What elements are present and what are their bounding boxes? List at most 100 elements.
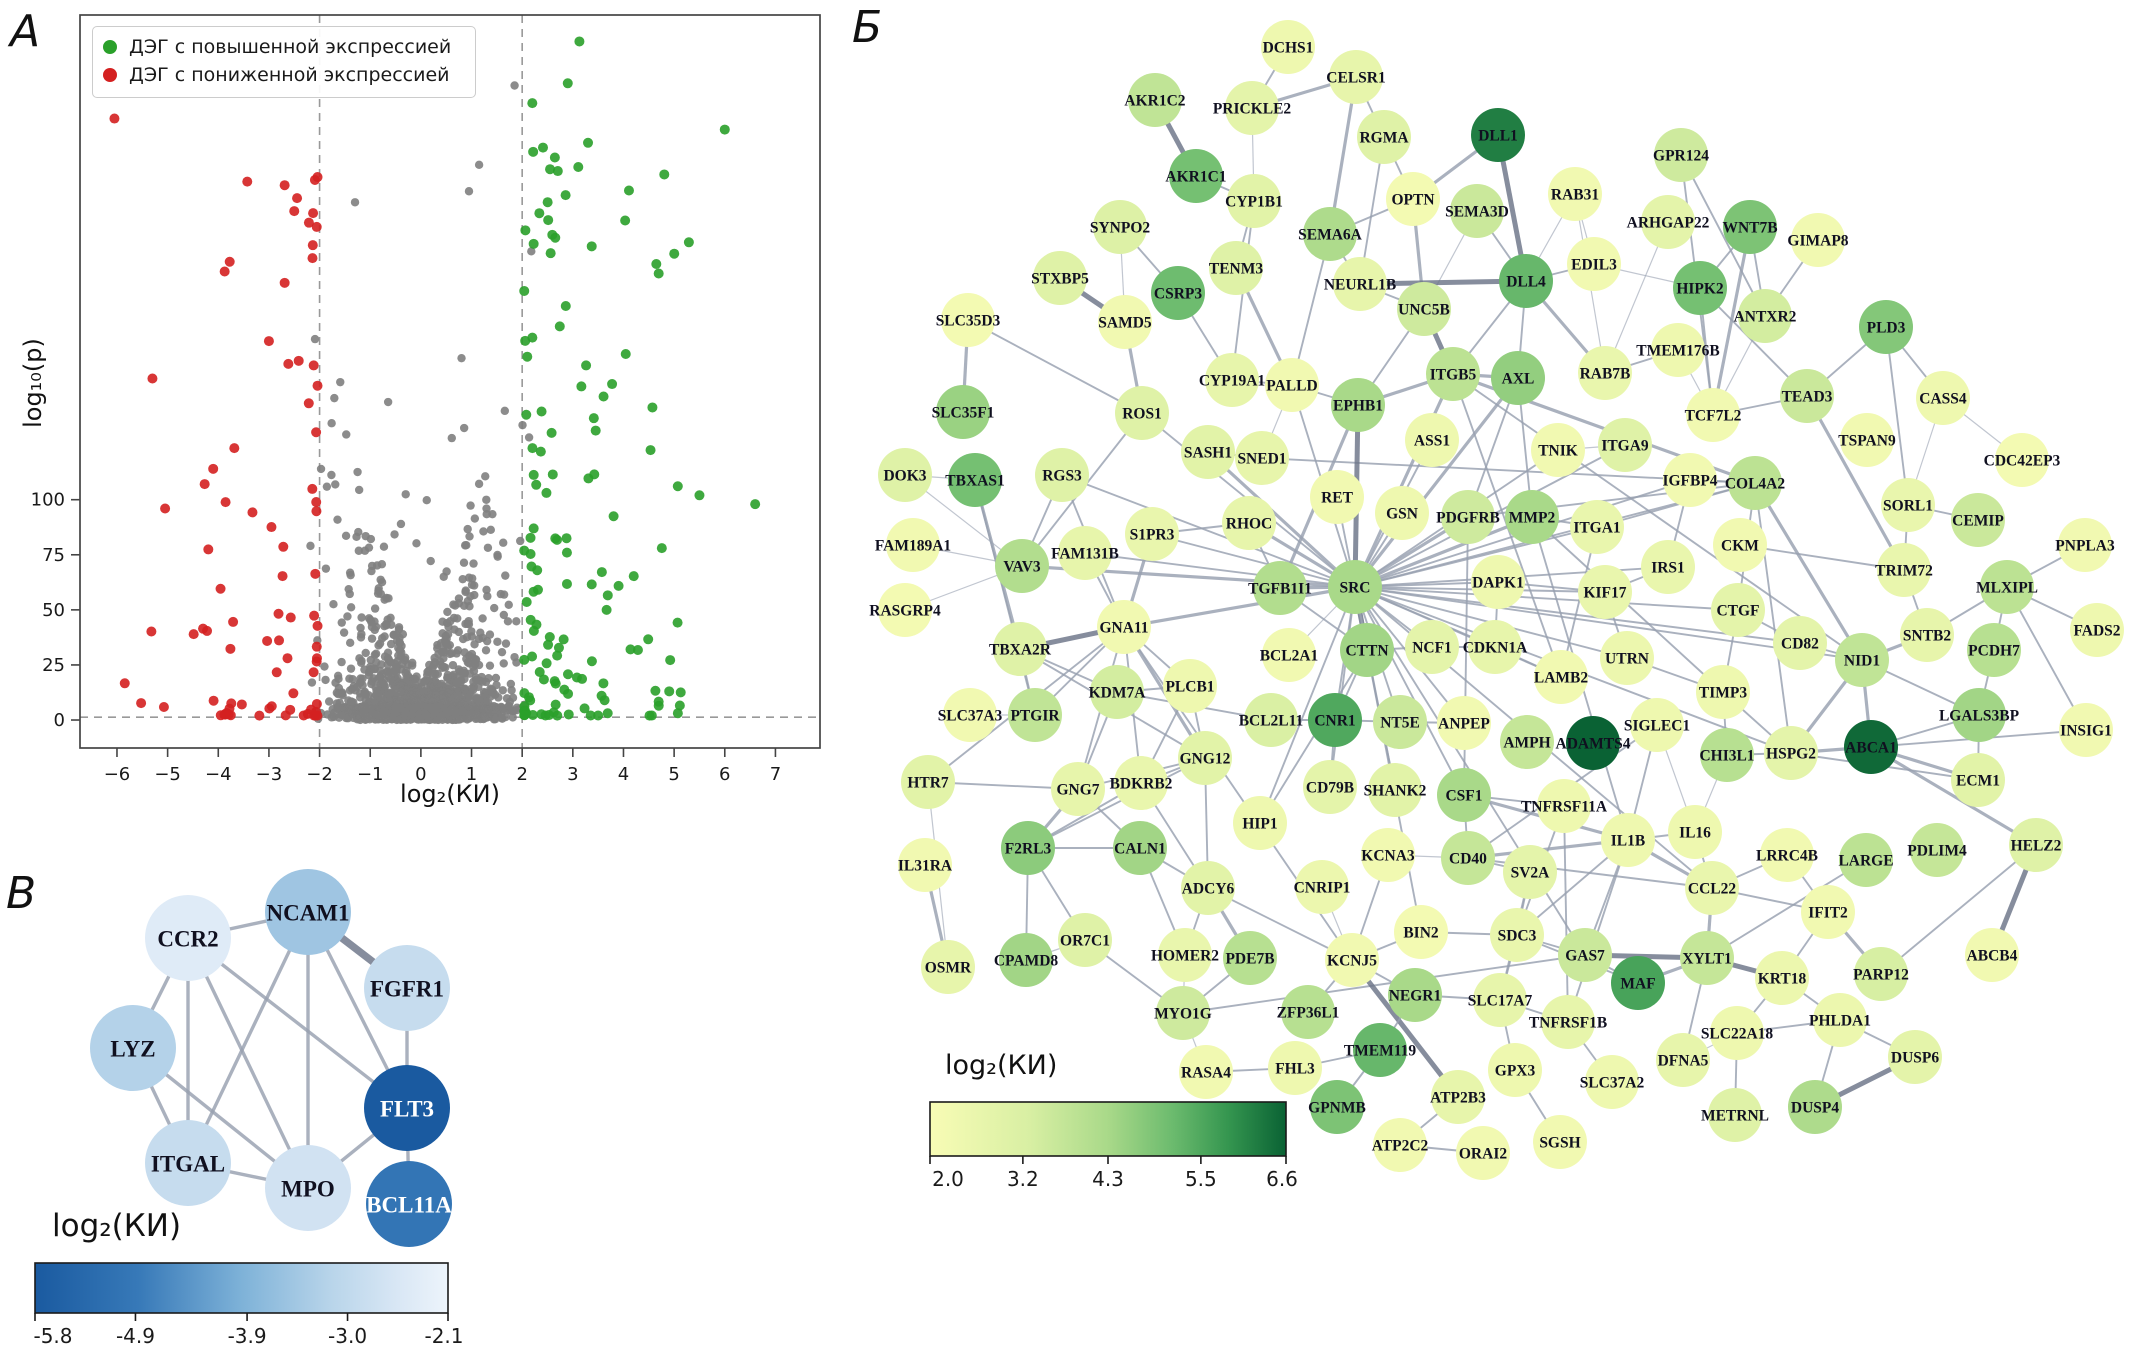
network-node-label: SRC — [1339, 580, 1370, 597]
volcano-point — [521, 409, 532, 420]
volcano-point — [312, 710, 323, 721]
network-edge — [1563, 805, 1569, 1023]
network-node-label: CCL22 — [1688, 881, 1736, 898]
volcano-point — [355, 693, 365, 702]
volcano-point — [602, 708, 613, 719]
network-node-label: UNC5B — [1398, 302, 1450, 319]
volcano-point — [271, 667, 282, 678]
network-node — [1329, 50, 1383, 104]
network-node-label: BIN2 — [1403, 925, 1439, 942]
network-node — [1295, 860, 1349, 914]
volcano-point — [586, 241, 597, 252]
x-tick-label: 6 — [719, 764, 730, 785]
volcano-point — [440, 648, 449, 657]
volcano-point — [499, 610, 509, 620]
volcano-point — [327, 470, 336, 480]
volcano-point — [547, 469, 558, 480]
network-edge — [1604, 221, 1669, 374]
network-node-label: RAB7B — [1580, 366, 1631, 383]
volcano-point — [543, 710, 554, 721]
volcano-point — [310, 334, 320, 344]
volcano-point — [219, 266, 230, 277]
network-main-colorbar-tick-label: 3.2 — [1007, 1167, 1039, 1191]
network-node-label: LRRC4B — [1756, 848, 1818, 865]
volcano-point — [659, 169, 670, 180]
network-node — [1813, 993, 1867, 1047]
volcano-point — [504, 600, 513, 610]
volcano-point — [160, 503, 171, 514]
volcano-point — [394, 625, 404, 634]
network-node — [1331, 378, 1385, 432]
volcano-point — [109, 113, 120, 124]
network-node — [1357, 110, 1411, 164]
volcano-point — [528, 625, 539, 636]
volcano-point — [526, 561, 537, 572]
network-node-label: PDE7B — [1225, 951, 1274, 968]
network-node — [1611, 956, 1665, 1010]
network-node-label: STXBP5 — [1031, 271, 1089, 288]
volcano-point — [541, 658, 552, 669]
volcano-point — [303, 398, 314, 409]
network-node — [1158, 928, 1212, 982]
network-node-label: IL1B — [1611, 833, 1645, 850]
network-node — [878, 448, 932, 502]
volcano-point — [488, 509, 497, 519]
network-main-labels: DCHS1 CELSR1 AKR1C2 PRICKLE2 RGMA DLL1 GPR124 A… — [869, 40, 2121, 1163]
network-node-label: OPTN — [1391, 192, 1434, 209]
network-node — [1839, 833, 1893, 887]
network-node — [1654, 128, 1708, 182]
network-node-label: CD79B — [1306, 780, 1354, 797]
volcano-point — [367, 679, 376, 689]
volcano-point — [308, 360, 319, 371]
volcano-point — [519, 654, 530, 665]
volcano-point — [312, 620, 323, 631]
network-edge — [1354, 586, 1739, 611]
network-node — [1566, 716, 1620, 770]
volcano-point — [521, 596, 532, 607]
volcano-point — [550, 533, 561, 544]
legend-label-up: ДЭГ с повышенной экспрессией — [129, 36, 452, 58]
network-node-label: ZFP36L1 — [1277, 1005, 1340, 1022]
volcano-point — [650, 685, 661, 696]
volcano-point — [320, 662, 329, 671]
network-node — [1952, 688, 2006, 742]
volcano-point — [370, 604, 380, 613]
volcano-point — [483, 592, 492, 601]
network-edge — [1350, 958, 1460, 1099]
volcano-point — [549, 676, 560, 687]
network-node — [1696, 665, 1750, 719]
network-node — [1303, 207, 1357, 261]
network-node — [1227, 174, 1281, 228]
volcano-point — [311, 506, 322, 517]
network-node-label: FLT3 — [380, 1096, 434, 1121]
volcano-point — [344, 696, 353, 705]
volcano-point — [645, 445, 656, 456]
network-node — [921, 940, 975, 994]
volcano-point — [669, 248, 680, 259]
x-tick-label: −5 — [154, 764, 181, 785]
volcano-ylabel: log₁₀(p) — [19, 338, 47, 428]
network-node — [1791, 213, 1845, 267]
network-node-label: OSMR — [925, 960, 972, 977]
network-edge — [967, 319, 1143, 414]
network-node-label: IGFBP4 — [1662, 473, 1717, 490]
network-node — [943, 688, 997, 742]
network-node — [1368, 763, 1422, 817]
network-node-label: NEURL1B — [1324, 277, 1396, 294]
network-edge — [1354, 586, 1465, 796]
volcano-point — [292, 193, 303, 204]
network-node — [1578, 346, 1632, 400]
network-node-label: IL16 — [1679, 825, 1711, 842]
volcano-point — [482, 504, 491, 513]
network-node-label: NCF1 — [1412, 640, 1452, 657]
network-node-label: CKM — [1721, 538, 1759, 555]
network-node-label: CDC42EP3 — [1984, 453, 2061, 470]
network-node — [1980, 560, 2034, 614]
network-node-label: BCL2A1 — [1260, 648, 1319, 665]
network-small-colorbar-tick-label: -4.9 — [116, 1324, 155, 1348]
volcano-point — [346, 603, 356, 612]
network-node — [90, 1005, 176, 1091]
volcano-point — [552, 650, 563, 661]
volcano-point — [358, 681, 367, 690]
network-node-label: SGSH — [1539, 1135, 1580, 1152]
